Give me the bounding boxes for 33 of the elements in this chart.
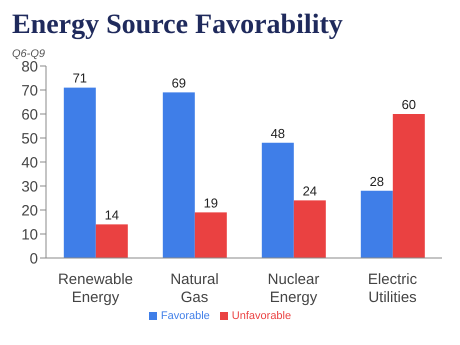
bar [64, 88, 96, 258]
data-label: 48 [270, 126, 286, 141]
bar [294, 200, 326, 258]
bar [194, 212, 227, 258]
y-tick-label: 40 [21, 154, 38, 172]
bar [392, 114, 425, 258]
x-tick-label: Nuclear Energy [268, 271, 320, 306]
y-tick-label: 30 [21, 178, 38, 196]
bar [96, 224, 128, 258]
y-tick-label: 10 [21, 226, 38, 244]
y-tick-label: 80 [21, 58, 38, 76]
y-tick-label: 0 [30, 250, 38, 268]
bar [162, 92, 195, 258]
data-label: 24 [302, 183, 318, 198]
y-tick-label: 20 [21, 202, 38, 220]
x-tick-label: Electric Utilities [368, 271, 418, 306]
bar [360, 190, 393, 258]
y-tick-label: 60 [21, 106, 38, 124]
legend-label: Favorable [160, 310, 210, 322]
x-tick-label: Renewable Energy [58, 271, 134, 306]
chart-subtitle: Q6-Q9 [12, 48, 46, 60]
y-tick-label: 50 [21, 130, 38, 148]
legend-label: Unfavorable [232, 310, 292, 322]
y-tick-label: 70 [21, 82, 38, 100]
x-tick-label: Natural Gas [170, 271, 219, 306]
data-label: 14 [104, 207, 120, 222]
data-label: 60 [402, 97, 416, 112]
data-label: 69 [172, 75, 186, 90]
bar [262, 142, 294, 258]
data-label: 19 [204, 195, 218, 210]
chart-title: Energy Source Favorability [12, 8, 344, 42]
data-label: 71 [72, 70, 88, 86]
data-label: 28 [370, 174, 384, 189]
